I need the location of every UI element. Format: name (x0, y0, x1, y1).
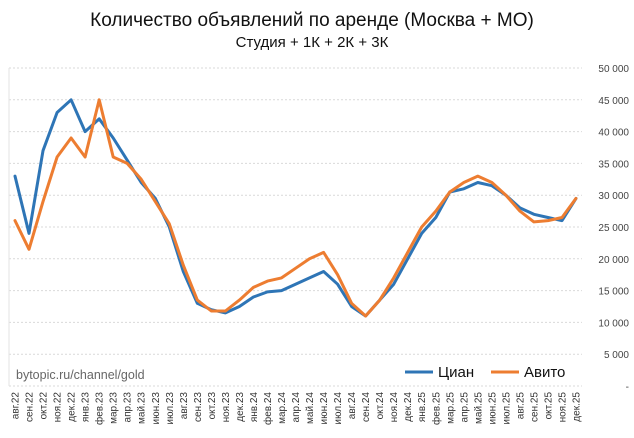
y-tick-label: 5 000 (604, 350, 629, 361)
y-tick-label: 35 000 (598, 159, 629, 170)
x-tick-label: янв.25 (417, 392, 428, 423)
y-tick-label: 45 000 (598, 96, 629, 107)
x-tick-label: май.25 (473, 392, 484, 424)
y-axis-tick-labels: - 5 000 10 000 15 000 20 000 25 000 30 000 35 0… (598, 64, 629, 393)
x-tick-label: июн.23 (151, 392, 162, 425)
x-tick-label: дек.24 (403, 392, 414, 422)
legend-label-1: Авито (524, 364, 565, 381)
x-tick-label: окт.25 (543, 392, 554, 420)
x-tick-label: авг.24 (347, 392, 358, 420)
chart-title: Количество объявлений по аренде (Москва … (90, 10, 534, 31)
x-tick-label: апр.24 (291, 392, 302, 423)
x-tick-label: сен.22 (25, 392, 36, 422)
x-tick-label: сен.25 (529, 392, 540, 422)
x-tick-label: дек.22 (67, 392, 78, 422)
y-tick-label: - (626, 382, 629, 393)
x-tick-label: янв.23 (81, 392, 92, 423)
x-tick-label: окт.24 (375, 392, 386, 420)
x-tick-label: ноя.24 (389, 392, 400, 423)
x-tick-label: июл.23 (165, 392, 176, 425)
x-tick-label: май.23 (137, 392, 148, 424)
series-lines (13, 98, 578, 318)
x-tick-label: июн.24 (319, 392, 330, 425)
x-tick-label: май.24 (305, 392, 316, 424)
x-tick-label: мар.24 (277, 392, 288, 424)
x-tick-label: мар.23 (109, 392, 120, 424)
chart-subtitle: Студия + 1К + 2К + 3К (236, 34, 389, 51)
y-tick-label: 50 000 (598, 64, 629, 75)
x-tick-label: ноя.25 (557, 392, 568, 423)
x-tick-label: авг.23 (179, 392, 190, 420)
x-tick-label: янв.24 (249, 392, 260, 423)
watermark-text: bytopic.ru/channel/gold (16, 368, 145, 382)
legend-label-0: Циан (438, 364, 474, 381)
y-tick-label: 30 000 (598, 191, 629, 202)
x-tick-label: окт.23 (207, 392, 218, 420)
x-tick-label: сен.23 (193, 392, 204, 422)
y-tick-label: 25 000 (598, 223, 629, 234)
x-tick-label: сен.24 (361, 392, 372, 422)
x-tick-label: авг.22 (11, 392, 22, 420)
x-tick-label: фев.23 (94, 392, 106, 425)
x-tick-label: окт.22 (39, 392, 50, 420)
x-tick-label: фев.24 (262, 392, 274, 425)
x-tick-label: апр.23 (123, 392, 134, 423)
x-tick-label: апр.25 (459, 392, 470, 423)
x-tick-label: июл.25 (501, 392, 512, 425)
x-tick-label: авг.25 (515, 392, 526, 420)
series-line-1 (13, 98, 578, 318)
x-tick-label: ноя.23 (221, 392, 232, 423)
x-tick-label: дек.23 (235, 392, 246, 422)
y-tick-label: 20 000 (598, 255, 629, 266)
x-tick-label: июн.25 (487, 392, 498, 425)
x-tick-label: ноя.22 (53, 392, 64, 423)
x-tick-label: дек.25 (572, 392, 583, 422)
y-tick-label: 10 000 (598, 318, 629, 329)
series-line-0 (13, 98, 578, 318)
x-tick-label: мар.25 (445, 392, 456, 424)
x-axis-tick-labels: авг.22 сен.22 окт.22 ноя.22 дек.22 янв.23 фев.… (11, 392, 583, 425)
y-tick-label: 15 000 (598, 287, 629, 298)
x-tick-label: июл.24 (333, 392, 344, 425)
legend: Циан Авито (405, 364, 565, 381)
y-tick-label: 40 000 (598, 128, 629, 139)
gridlines (8, 67, 582, 387)
x-tick-label: фев.25 (430, 392, 442, 425)
